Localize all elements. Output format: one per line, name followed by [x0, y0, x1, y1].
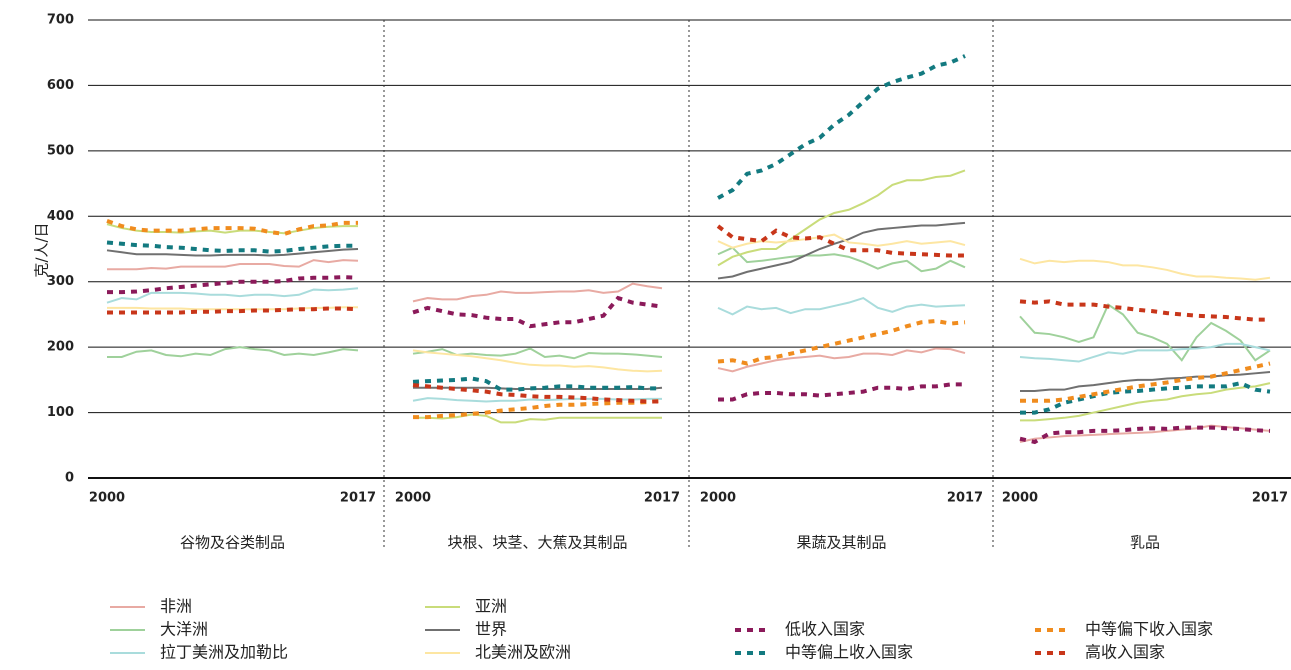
series-line — [412, 397, 662, 403]
y-tick-label: 600 — [47, 78, 74, 93]
series-line — [106, 240, 358, 254]
series-line — [1019, 303, 1271, 362]
panel-title: 果蔬及其制品 — [796, 534, 886, 552]
legend-label: 世界 — [475, 620, 507, 639]
y-tick-label: 500 — [47, 143, 74, 158]
series-line — [412, 376, 662, 392]
panel-title: 乳品 — [1130, 534, 1160, 552]
y-tick-label: 0 — [65, 471, 74, 486]
series-line — [412, 295, 663, 329]
series-line — [412, 347, 663, 360]
series-line — [106, 248, 359, 257]
y-tick-label: 300 — [47, 274, 74, 289]
series-line — [106, 287, 359, 304]
series-line — [1020, 381, 1271, 415]
panel-title: 块根、块茎、大蕉及其制品 — [447, 534, 627, 552]
y-tick-label: 100 — [47, 405, 74, 420]
legend-label: 中等偏上收入国家 — [785, 643, 913, 662]
panel-title: 谷物及谷类制品 — [180, 534, 285, 552]
x-tick-label: 2017 — [644, 491, 680, 506]
series-line — [1019, 425, 1271, 445]
x-tick-label: 2000 — [1002, 491, 1038, 506]
y-tick-label: 200 — [47, 340, 74, 355]
series-line — [107, 306, 359, 315]
legend-label: 低收入国家 — [785, 620, 865, 639]
x-tick-label: 2000 — [89, 491, 125, 506]
series-line — [1020, 382, 1271, 422]
series-line — [413, 398, 663, 420]
y-tick-label: 700 — [47, 13, 74, 28]
series-line — [717, 347, 966, 373]
series-line — [107, 306, 358, 311]
series-line — [412, 383, 662, 404]
series-line — [1019, 342, 1271, 363]
series-line — [1019, 299, 1270, 322]
series-line — [718, 382, 965, 402]
series-line — [1019, 257, 1271, 281]
legend-label: 高收入国家 — [1085, 643, 1165, 662]
series-line — [107, 275, 359, 295]
legend-label: 大洋洲 — [160, 620, 208, 639]
series-line — [717, 169, 966, 267]
series-line — [107, 259, 359, 271]
series-line — [413, 413, 662, 424]
legend-label: 拉丁美洲及加勒比 — [160, 643, 288, 662]
x-tick-label: 2017 — [1252, 491, 1288, 506]
series-line — [716, 224, 965, 258]
series-line — [717, 221, 966, 280]
y-axis-label: 克/人/日 — [33, 222, 51, 277]
series-line — [106, 223, 358, 235]
series-line — [717, 54, 966, 200]
series-line — [107, 346, 359, 358]
x-tick-label: 2000 — [395, 491, 431, 506]
series-line — [1020, 361, 1271, 403]
x-tick-label: 2017 — [947, 491, 983, 506]
x-tick-label: 2000 — [700, 491, 736, 506]
series-line — [1019, 424, 1271, 443]
series-line — [717, 296, 966, 316]
series-line — [412, 349, 663, 373]
series-line — [1020, 371, 1271, 392]
series-line — [412, 282, 663, 303]
series-line — [717, 246, 966, 273]
legend-label: 中等偏下收入国家 — [1085, 620, 1213, 639]
series-line — [717, 233, 966, 249]
legend-label: 非洲 — [160, 597, 192, 616]
legend-label: 亚洲 — [475, 597, 507, 616]
y-tick-label: 400 — [47, 209, 74, 224]
legend-label: 北美洲及欧洲 — [475, 643, 571, 662]
x-tick-label: 2017 — [340, 491, 376, 506]
